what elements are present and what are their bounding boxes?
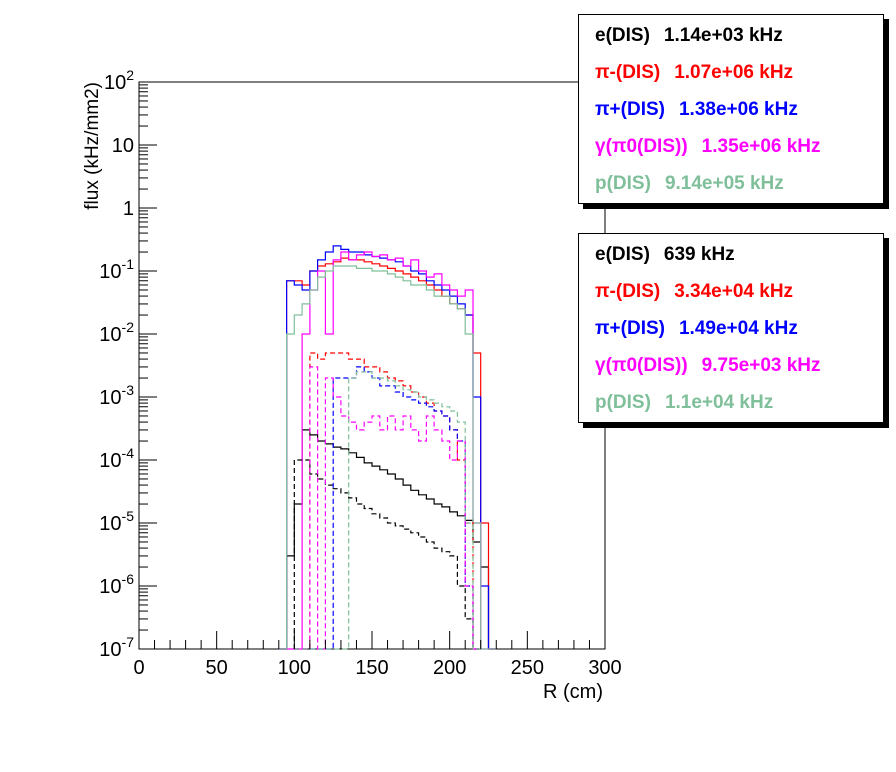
legend-entry-label: e(DIS) xyxy=(595,244,650,265)
axes-layer: 0 50 100 150 200 250 300 10-7 10-6 10-5 10-4 10-3 10… xyxy=(99,67,621,679)
legend-entry: π+(DIS) 1.49e+04 kHz xyxy=(595,318,798,340)
legend-entry: π+(DIS) 1.38e+06 kHz xyxy=(595,99,798,121)
legend-entry-label: p(DIS) xyxy=(595,392,651,413)
x-tick-label: 300 xyxy=(588,657,621,679)
x-axis-label: R (cm) xyxy=(543,681,603,703)
legend-entry-value: 1.07e+06 kHz xyxy=(674,62,794,83)
series-1-line xyxy=(278,257,497,650)
y-tick-label: 10-7 xyxy=(99,634,134,661)
x-tick-label: 100 xyxy=(278,657,311,679)
y-axis-label: flux (kHz/mm2) xyxy=(82,82,103,210)
legend-entry-label: π-(DIS) xyxy=(595,281,661,302)
y-tick-label: 1 xyxy=(123,198,134,220)
x-tick-label: 250 xyxy=(511,657,544,679)
series-5-line xyxy=(293,459,481,650)
legend-entry: γ(π0(DIS)) 1.35e+06 kHz xyxy=(595,136,821,158)
legend-entry-label: p(DIS) xyxy=(595,173,651,194)
legend-entry-value: 1.35e+06 kHz xyxy=(701,136,821,157)
y-tick-label: 10-1 xyxy=(99,256,134,283)
legend-entry-label: π+(DIS) xyxy=(595,99,665,120)
legend-entry: π-(DIS) 1.07e+06 kHz xyxy=(595,62,793,84)
y-tick-label: 10-3 xyxy=(99,382,134,409)
series-3-line xyxy=(278,251,497,650)
legend-entry: π-(DIS) 3.34e+04 kHz xyxy=(595,281,793,303)
legend-entry: p(DIS) 9.14e+05 kHz xyxy=(595,173,784,195)
legend-entry-label: π-(DIS) xyxy=(595,62,661,83)
legend-entry-value: 1.1e+04 kHz xyxy=(664,392,774,413)
x-tick-label: 50 xyxy=(206,657,228,679)
legend-entry-label: e(DIS) xyxy=(595,25,650,46)
legend-total: e(DIS) 1.14e+03 kHz π-(DIS) 1.07e+06 kHz π+(… xyxy=(578,14,884,204)
legend-entry-value: 9.14e+05 kHz xyxy=(664,173,784,194)
legend-entry-value: 1.49e+04 kHz xyxy=(678,318,798,339)
series-8-line xyxy=(294,366,481,650)
legend-entry-value: 9.75e+03 kHz xyxy=(701,355,821,376)
legend-entry: e(DIS) 639 kHz xyxy=(595,244,735,266)
x-tick-label: 150 xyxy=(355,657,388,679)
plot-frame xyxy=(138,81,606,650)
y-tick-label: 10-5 xyxy=(99,508,134,535)
series-0-line xyxy=(278,429,497,650)
y-tick-label: 10 xyxy=(112,135,134,157)
series-6-line xyxy=(294,352,481,650)
legend-entry: e(DIS) 1.14e+03 kHz xyxy=(595,25,783,47)
y-tick-label: 10-6 xyxy=(99,571,134,598)
legend-entry-value: 1.14e+03 kHz xyxy=(663,25,783,46)
legend-entry-value: 639 kHz xyxy=(663,244,735,265)
x-tick-label: 200 xyxy=(433,657,466,679)
legend-entry-value: 3.34e+04 kHz xyxy=(674,281,794,302)
x-tick-label: 0 xyxy=(133,657,144,679)
legend-entry: γ(π0(DIS)) 9.75e+03 kHz xyxy=(595,355,821,377)
series-layer xyxy=(278,245,497,650)
legend-entry-label: π+(DIS) xyxy=(595,318,665,339)
y-tick-label: 10-4 xyxy=(99,445,134,472)
y-tick-label: 102 xyxy=(104,67,134,94)
y-tick-label: 10-2 xyxy=(99,319,134,346)
legend-entry-label: γ(π0(DIS)) xyxy=(595,136,688,157)
legend-entry-value: 1.38e+06 kHz xyxy=(678,99,798,120)
legend-secondary: e(DIS) 639 kHz π-(DIS) 3.34e+04 kHz π+(DIS) 1… xyxy=(578,233,884,423)
series-7-line xyxy=(294,366,481,650)
series-2-line xyxy=(278,245,497,650)
series-9-line xyxy=(294,371,481,650)
legend-entry: p(DIS) 1.1e+04 kHz xyxy=(595,392,773,414)
series-4-line xyxy=(278,265,497,650)
legend-entry-label: γ(π0(DIS)) xyxy=(595,355,688,376)
